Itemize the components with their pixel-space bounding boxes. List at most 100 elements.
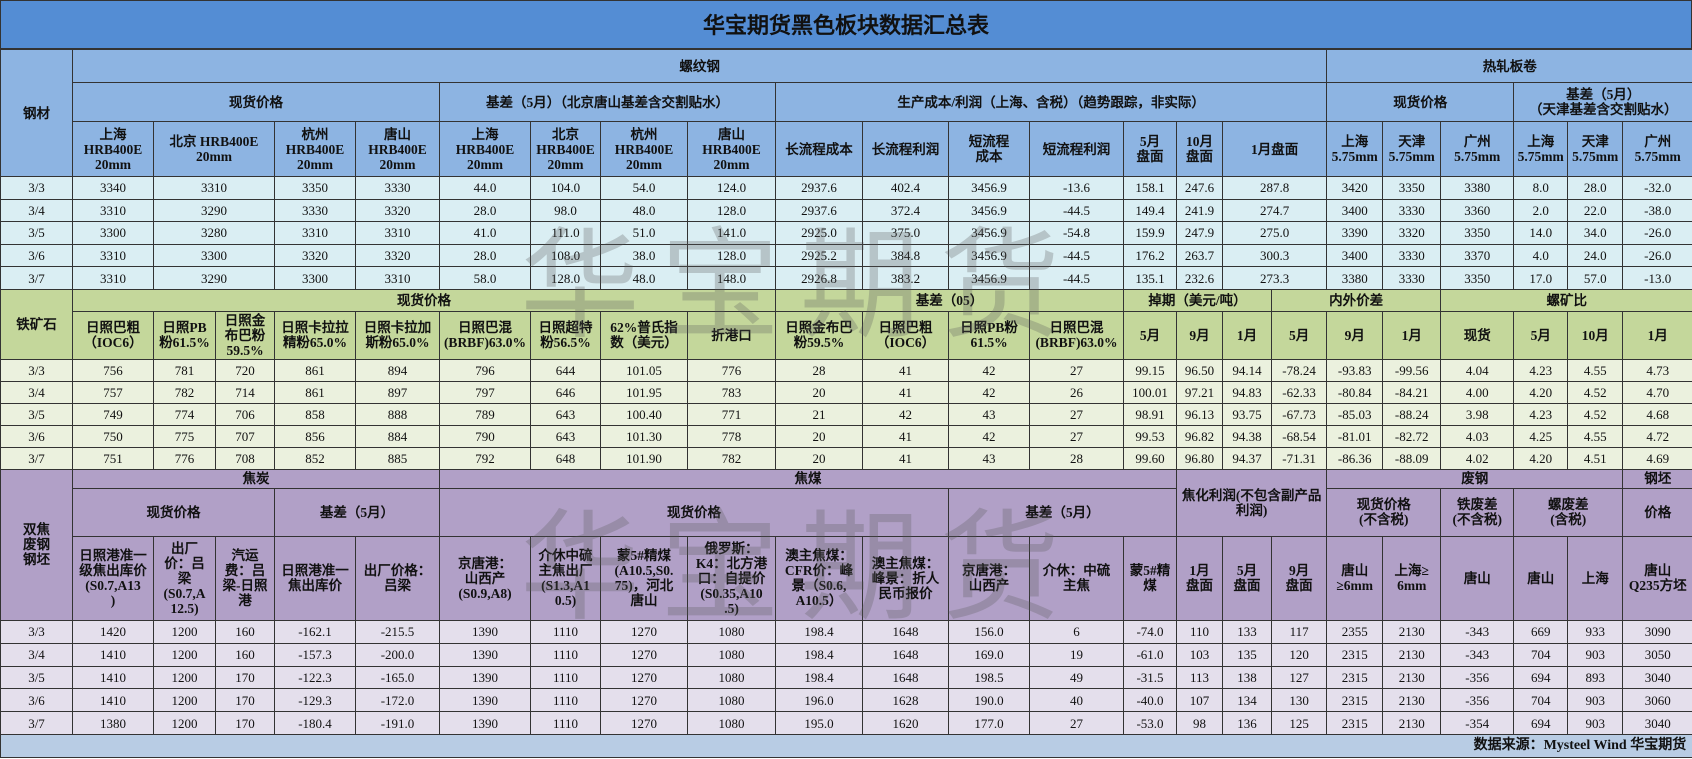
- cell: 4.20: [1513, 446, 1569, 470]
- cell: -172.0: [355, 688, 440, 713]
- cell: -13.0: [1622, 266, 1692, 290]
- cell: 94.83: [1222, 380, 1272, 404]
- column-header: 5月: [1513, 310, 1569, 360]
- cell: 128.0: [530, 266, 601, 290]
- header-row: 上海 HRB400E 20mm 北京 HRB400E 20mm 杭州 HRB400E 20mm…: [1, 121, 1692, 177]
- cell: 34.0: [1567, 221, 1624, 245]
- cell: 3300: [72, 221, 154, 245]
- column-header: 日照港准一 焦出库价: [274, 535, 356, 621]
- cell: 790: [439, 424, 531, 448]
- column-header: 现货: [1440, 310, 1515, 360]
- cell: 2925.2: [775, 243, 863, 268]
- cell: 177.0: [948, 711, 1030, 735]
- cell: 669: [1513, 619, 1569, 644]
- cell: 156.0: [948, 619, 1030, 644]
- group-header: 焦炭: [72, 468, 440, 489]
- cell: 169.0: [948, 642, 1030, 667]
- column-header: 唐山: [1440, 535, 1515, 621]
- cell: 97.21: [1176, 380, 1223, 404]
- column-header: 广州 5.75mm: [1622, 121, 1692, 177]
- cell: 783: [687, 380, 776, 404]
- cell: 706: [215, 402, 275, 426]
- cell: -88.09: [1382, 446, 1442, 470]
- cell: 796: [439, 358, 531, 382]
- cell: 1200: [153, 642, 216, 667]
- cell: 263.7: [1176, 243, 1223, 268]
- cell: 861: [274, 358, 356, 382]
- column-header: 北京 HRB400E 20mm: [530, 121, 601, 177]
- cell: 643: [530, 424, 601, 448]
- cell: 159.9: [1123, 221, 1177, 245]
- cell: 707: [215, 424, 275, 448]
- cell: 884: [355, 424, 440, 448]
- cell: -93.83: [1326, 358, 1384, 382]
- column-header: 5月: [1123, 310, 1177, 360]
- cell: 100.40: [600, 402, 688, 426]
- cell: 3350: [1440, 221, 1515, 245]
- cell: 4.72: [1622, 424, 1692, 448]
- table-row: 3/3 3340 3310 3350 3330 44.0 104.0 54.0 124.0 293…: [0, 176, 1692, 200]
- cell: 96.82: [1176, 424, 1223, 448]
- cell: 247.9: [1176, 221, 1223, 245]
- cell: 3370: [1440, 243, 1515, 268]
- cell: 247.6: [1176, 176, 1223, 200]
- cell: 108.0: [530, 243, 601, 268]
- cell: -88.24: [1382, 402, 1442, 426]
- cell: 774: [153, 402, 216, 426]
- group-header: 焦化利润(不包含副产品利润): [1175, 468, 1328, 537]
- cell: 3320: [274, 243, 356, 268]
- cell: -61.0: [1123, 642, 1177, 667]
- column-header: 介休：中硫 主焦: [1029, 535, 1124, 621]
- cell: 2130: [1382, 619, 1442, 644]
- column-header: 日照超特 粉56.5%: [530, 310, 601, 360]
- cell: -191.0: [355, 711, 440, 735]
- cell: 54.0: [600, 176, 688, 200]
- cell: 2315: [1326, 665, 1384, 690]
- cell: 48.0: [600, 266, 688, 290]
- table-row: 3/5 1410 1200 170 -122.3 -165.0 1390 1110 1270 10…: [0, 665, 1692, 690]
- cell: 3330: [355, 176, 440, 200]
- cell: 300.3: [1221, 243, 1328, 268]
- cell: 127: [1270, 665, 1328, 690]
- cell: 149.4: [1123, 198, 1177, 223]
- group-header: 掉期（美元/吨）: [1123, 288, 1272, 312]
- cell: 782: [687, 446, 776, 470]
- cell: -53.0: [1123, 711, 1177, 735]
- cell: 3040: [1622, 711, 1692, 735]
- date-cell: 3/6: [0, 243, 73, 268]
- cell: 778: [687, 424, 776, 448]
- cell: 195.0: [775, 711, 863, 735]
- column-header: 短流程 成本: [948, 121, 1030, 177]
- cell: 720: [215, 358, 275, 382]
- date-cell: 3/7: [0, 446, 73, 470]
- cell: 28: [775, 358, 863, 382]
- cell: 852: [274, 446, 356, 470]
- cell: 99.53: [1123, 424, 1177, 448]
- cell: 1390: [439, 711, 531, 735]
- column-header: 京唐港： 山西产: [948, 535, 1030, 621]
- cell: 4.20: [1513, 380, 1569, 404]
- cell: 1080: [687, 642, 776, 667]
- cell: 903: [1567, 711, 1624, 735]
- cell: 160: [215, 642, 275, 667]
- cell: -343: [1440, 642, 1515, 667]
- cell: 1648: [862, 619, 949, 644]
- cell: -165.0: [355, 665, 440, 690]
- sub-header: 生产成本/利润（上海、含税）（趋势跟踪，非实际）: [774, 82, 1328, 122]
- cell: 1390: [439, 665, 531, 690]
- cell: 4.0: [1513, 243, 1569, 268]
- cell: 2315: [1326, 642, 1384, 667]
- cell: 888: [355, 402, 440, 426]
- group-header: 螺纹钢: [71, 49, 1328, 83]
- cell: 2937.6: [775, 176, 863, 200]
- cell: 21: [775, 402, 863, 426]
- cell: 110: [1176, 619, 1223, 644]
- cell: -80.84: [1326, 380, 1384, 404]
- cell: -54.8: [1029, 221, 1124, 245]
- cell: -162.1: [274, 619, 356, 644]
- cell: -356: [1440, 688, 1515, 713]
- cell: 3090: [1622, 619, 1692, 644]
- cell: 128.0: [687, 198, 776, 223]
- table-row: 3/7 3310 3290 3300 3310 58.0 128.0 48.0 148.0 292…: [0, 266, 1692, 290]
- column-header: 10月: [1567, 310, 1624, 360]
